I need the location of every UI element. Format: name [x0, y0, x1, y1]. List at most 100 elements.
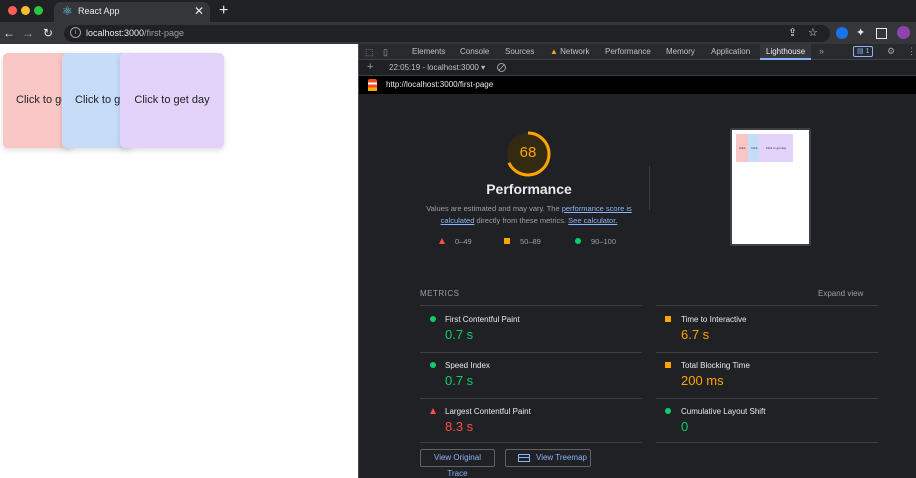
- close-window-button[interactable]: [8, 6, 17, 15]
- metric-label-fcp: First Contentful Paint: [445, 315, 520, 324]
- day-card-3[interactable]: Click to get day: [120, 53, 224, 148]
- tested-url: http://localhost:3000/first-page: [386, 80, 494, 89]
- extension-icon[interactable]: [836, 27, 848, 39]
- inspect-element-icon[interactable]: ⬚: [365, 47, 374, 57]
- fcp-pass-icon: [430, 316, 436, 322]
- clear-reports-icon[interactable]: [497, 63, 506, 72]
- lcp-fail-icon: [430, 408, 436, 414]
- devtools-panel: ⬚ ▯ Elements Console Sources ▲ Network P…: [358, 44, 916, 478]
- device-toolbar-icon[interactable]: ▯: [383, 47, 388, 57]
- performance-description: Values are estimated and may vary. The p…: [419, 203, 639, 227]
- treemap-icon: [518, 454, 530, 462]
- page-viewport: Click to get day Click to get day Click …: [0, 44, 358, 478]
- reload-button[interactable]: ↻: [43, 26, 54, 40]
- tab-performance[interactable]: Performance: [605, 47, 651, 56]
- tab-close-icon[interactable]: ✕: [193, 4, 204, 18]
- si-pass-icon: [430, 362, 436, 368]
- legend-average-range: 50–89: [520, 237, 541, 246]
- metrics-divider-left: [420, 305, 642, 306]
- lighthouse-logo-icon: [368, 79, 377, 91]
- performance-score-link[interactable]: performance score is calculated: [440, 204, 632, 225]
- tab-network[interactable]: ▲ Network: [550, 47, 590, 56]
- tab-sources[interactable]: Sources: [505, 47, 535, 56]
- tab-title: React App: [78, 6, 120, 16]
- address-text: localhost:3000/first-page: [86, 28, 184, 38]
- address-host: localhost:3000: [86, 28, 145, 38]
- day-card-1[interactable]: Click to get day: [3, 53, 73, 148]
- metric-value-fcp: 0.7 s: [445, 327, 474, 342]
- site-info-icon[interactable]: i: [70, 27, 81, 38]
- profile-avatar[interactable]: [897, 26, 910, 39]
- kebab-menu-icon[interactable]: ⋮: [907, 46, 916, 56]
- fail-triangle-icon: [439, 238, 445, 244]
- tab-network-label: Network: [560, 47, 590, 56]
- tab-memory[interactable]: Memory: [666, 47, 695, 56]
- metric-value-tti: 6.7 s: [681, 327, 710, 342]
- back-button[interactable]: ←: [3, 26, 15, 40]
- new-report-button[interactable]: +: [367, 61, 374, 73]
- legend-fail: 0–49: [439, 237, 472, 246]
- divider: [649, 166, 650, 210]
- minimize-window-button[interactable]: [21, 6, 30, 15]
- react-icon: ⚛: [62, 4, 73, 18]
- tab-application[interactable]: Application: [711, 47, 751, 56]
- tti-average-icon: [665, 316, 671, 322]
- more-tabs-icon[interactable]: »: [819, 46, 825, 56]
- tab-console[interactable]: Console: [460, 47, 490, 56]
- browser-tab-react-app[interactable]: ⚛ React App ✕: [54, 2, 210, 22]
- issues-count: 1: [865, 48, 870, 55]
- new-tab-button[interactable]: +: [219, 2, 229, 19]
- see-calculator-link[interactable]: See calculator.: [568, 216, 618, 225]
- tab-elements[interactable]: Elements: [412, 47, 446, 56]
- cls-pass-icon: [665, 408, 671, 414]
- warning-icon: ▲: [550, 47, 558, 56]
- metric-row-divider-2l: [420, 398, 642, 399]
- metric-label-tti: Time to Interactive: [681, 315, 747, 324]
- expand-view-toggle[interactable]: Expand view: [818, 289, 864, 298]
- metric-value-tbt: 200 ms: [681, 373, 724, 388]
- thumb-card-1: Click: [736, 134, 750, 162]
- bookmark-star-icon[interactable]: ☆: [808, 27, 818, 39]
- side-panel-icon[interactable]: [876, 28, 887, 39]
- performance-score: 68: [519, 144, 537, 161]
- metric-row-divider-1r: [656, 352, 878, 353]
- legend-pass: 90–100: [575, 237, 616, 246]
- metric-value-cls: 0: [681, 419, 689, 434]
- gauge-background: [507, 133, 549, 175]
- settings-gear-icon[interactable]: ⚙: [887, 46, 896, 56]
- tab-strip: ⚛ React App ✕ +: [0, 0, 916, 22]
- pass-circle-icon: [575, 238, 581, 244]
- address-path: /first-page: [144, 28, 185, 38]
- metrics-divider-right: [656, 305, 878, 306]
- metric-label-tbt: Total Blocking Time: [681, 361, 750, 370]
- share-icon[interactable]: ⇪: [788, 27, 798, 39]
- view-original-trace-button[interactable]: View Original Trace: [420, 449, 495, 478]
- metric-row-divider-2r: [656, 398, 878, 399]
- metrics-heading: METRICS: [420, 289, 460, 298]
- thumb-card-3: Click to get day: [759, 134, 793, 162]
- tab-lighthouse[interactable]: Lighthouse: [760, 44, 812, 60]
- metric-label-si: Speed Index: [445, 361, 490, 370]
- lighthouse-report: 68 Performance Values are estimated and …: [359, 94, 916, 478]
- gauge-arc: [505, 131, 551, 177]
- metric-label-lcp: Largest Contentful Paint: [445, 407, 531, 416]
- address-bar[interactable]: i localhost:3000/first-page: [64, 25, 830, 42]
- issues-badge[interactable]: ▤ 1: [853, 46, 874, 57]
- metric-value-lcp: 8.3 s: [445, 419, 474, 434]
- desc-text-2: directly from these metrics.: [474, 216, 569, 225]
- category-title: Performance: [486, 181, 572, 197]
- final-screenshot-thumbnail[interactable]: Click Click Click to get day: [730, 128, 811, 246]
- forward-button[interactable]: →: [22, 26, 34, 40]
- thumb-card-2: Click: [748, 134, 762, 162]
- score-gauge: [505, 131, 551, 177]
- average-square-icon: [504, 238, 510, 244]
- legend-average: 50–89: [504, 237, 541, 246]
- devtools-tab-bar: ⬚ ▯ Elements Console Sources ▲ Network P…: [359, 44, 916, 60]
- maximize-window-button[interactable]: [34, 6, 43, 15]
- tested-url-bar: http://localhost:3000/first-page: [359, 76, 916, 94]
- report-selector[interactable]: 22:05:19 - localhost:3000 ▾: [389, 63, 486, 72]
- metric-value-si: 0.7 s: [445, 373, 474, 388]
- extensions-puzzle-icon[interactable]: ✦: [856, 27, 866, 39]
- view-treemap-button[interactable]: View Treemap: [505, 449, 591, 467]
